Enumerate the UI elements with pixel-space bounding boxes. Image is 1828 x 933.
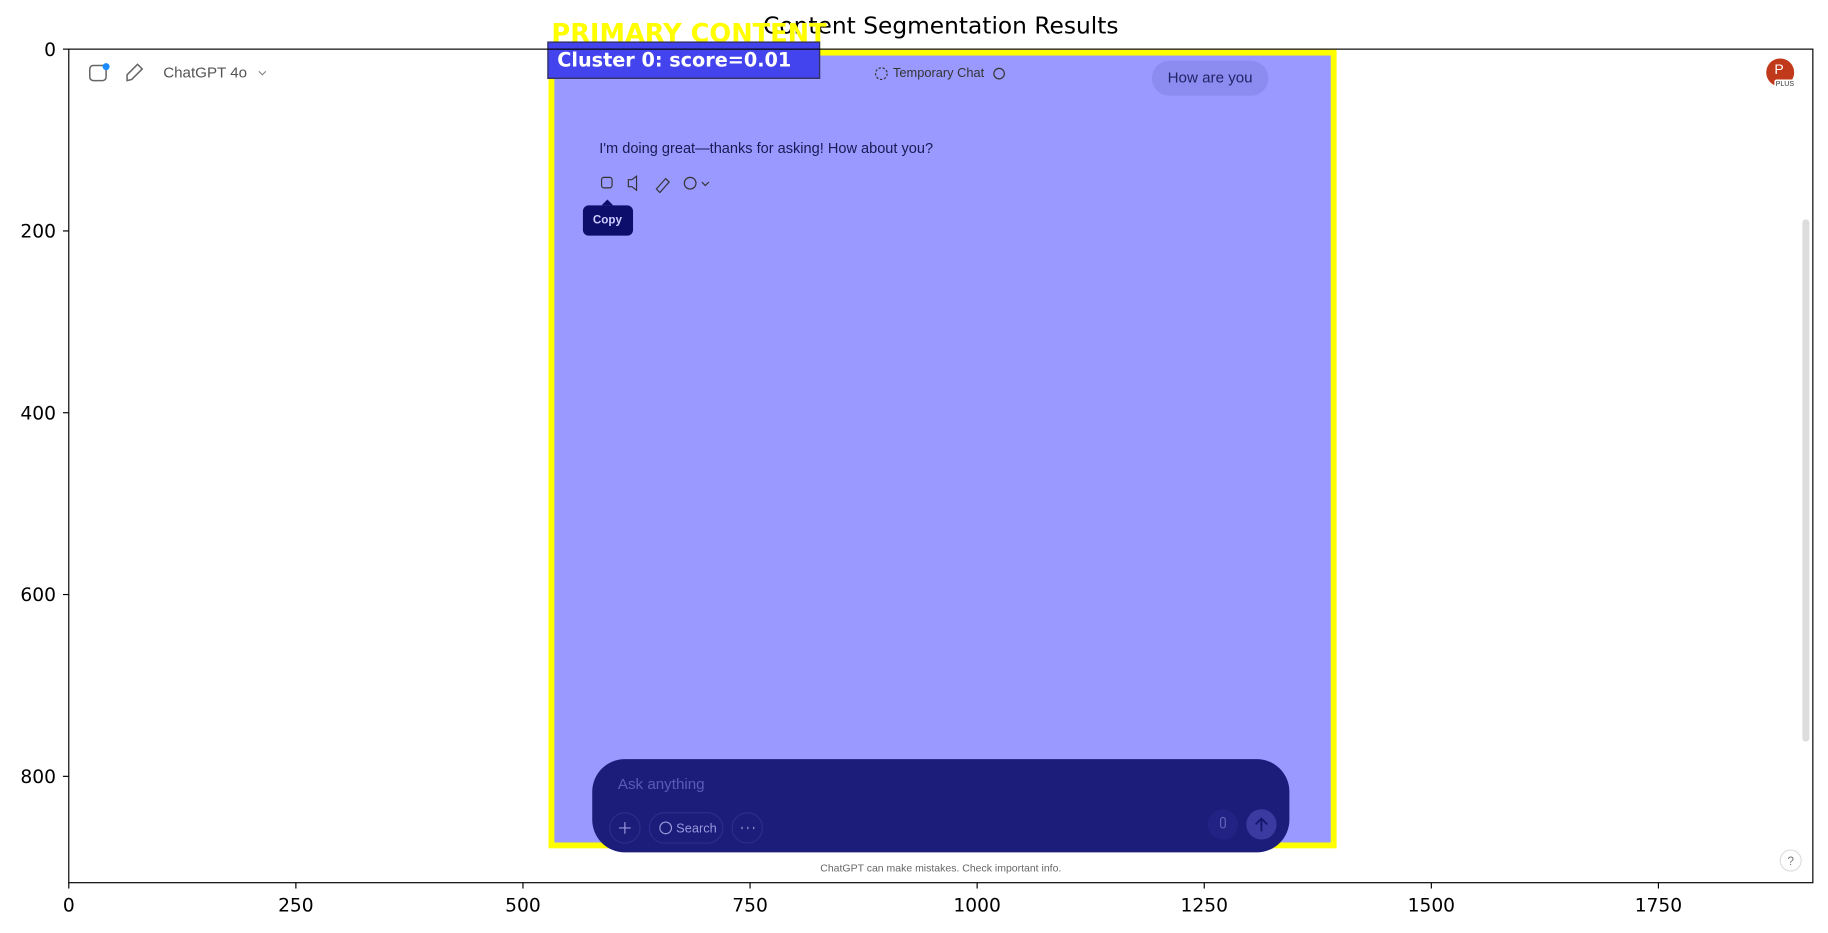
y-tick-label: 200	[20, 222, 56, 243]
send-icon	[1254, 817, 1268, 832]
user-message: How are you	[1168, 69, 1253, 86]
search-icon	[659, 821, 673, 835]
axes-frame	[68, 48, 1814, 884]
copy-icon[interactable]	[600, 176, 613, 189]
disclaimer: ChatGPT can make mistakes. Check importa…	[820, 863, 1061, 874]
x-tick-label: 500	[505, 896, 541, 917]
mic-button[interactable]	[1207, 809, 1239, 840]
model-chevron	[258, 70, 267, 76]
temporary-chat[interactable]: Temporary Chat	[893, 65, 985, 80]
cluster-region	[552, 53, 1333, 845]
regenerate-icon[interactable]	[683, 176, 697, 190]
temporary-icon	[874, 67, 888, 81]
read-aloud-icon[interactable]	[627, 175, 638, 192]
attach-button[interactable]	[609, 812, 641, 844]
x-tick-label: 1750	[1635, 896, 1682, 917]
x-tick-label: 1250	[1181, 896, 1228, 917]
screenshot: ChatGPT 4o P PLUS ? ChatGPT can make mis…	[68, 19, 1813, 883]
axes-ticks: 0 250 500 750 1000 1250 1500 1750 0 200 400 600 800	[20, 40, 1682, 917]
x-tick-label: 250	[278, 896, 314, 917]
notification-dot	[102, 63, 110, 71]
x-tick-label: 0	[63, 896, 75, 917]
x-tick-label: 750	[732, 896, 768, 917]
search-label: Search	[676, 820, 717, 835]
new-chat-icon[interactable]	[126, 63, 144, 82]
avatar-badge: PLUS	[1776, 81, 1795, 88]
tooltip-label: Copy	[593, 214, 623, 227]
user-bubble	[1151, 60, 1269, 96]
cluster-label: Cluster 0: score=0.01	[557, 48, 791, 71]
mic-icon	[1220, 816, 1226, 829]
avatar-badge-bg	[1774, 79, 1796, 89]
model-selector[interactable]: ChatGPT 4o	[163, 65, 247, 82]
sidebar-icon[interactable]	[89, 64, 107, 82]
edit-icon[interactable]	[655, 177, 670, 194]
input-placeholder: Ask anything	[618, 776, 705, 793]
input-box[interactable]	[592, 759, 1290, 853]
info-icon[interactable]	[993, 67, 1005, 80]
cluster-label-box	[547, 41, 821, 79]
assistant-reply: I'm doing great—thanks for asking! How a…	[599, 141, 933, 157]
tooltip	[582, 205, 634, 236]
avatar-initial: P	[1774, 61, 1783, 77]
y-tick-label: 400	[20, 403, 56, 424]
help-label: ?	[1787, 855, 1794, 868]
chart-title: Content Segmentation Results	[763, 12, 1118, 39]
help-button[interactable]	[1779, 849, 1802, 872]
x-tick-label: 1500	[1408, 896, 1455, 917]
x-tick-label: 1000	[953, 896, 1000, 917]
regenerate-chevron	[701, 181, 710, 187]
more-button[interactable]	[731, 812, 764, 844]
y-tick-label: 600	[20, 585, 56, 606]
tooltip-arrow	[601, 199, 614, 206]
attach-icon	[619, 822, 631, 834]
y-tick-label: 800	[20, 767, 56, 788]
scrollbar[interactable]	[1802, 219, 1810, 742]
y-tick-label: 0	[44, 40, 56, 61]
search-button[interactable]	[648, 812, 724, 844]
